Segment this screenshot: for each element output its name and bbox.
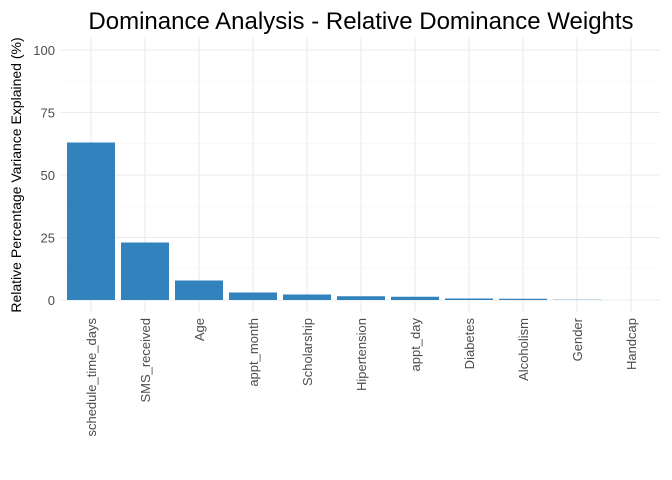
- bar-appt-day: [391, 296, 439, 300]
- bar-schedule-time-days: [67, 142, 115, 300]
- x-tick-label: appt_day: [408, 318, 423, 372]
- bar-sms-received: [121, 242, 169, 300]
- x-tick-label: Age: [192, 318, 207, 341]
- x-tick-labels: schedule_time_days SMS_received Age appt_mo…: [84, 317, 639, 436]
- bar-age: [175, 280, 223, 300]
- bar-hipertension: [337, 296, 385, 300]
- y-tick-label: 50: [41, 168, 55, 183]
- x-tick-label: Alcoholism: [516, 318, 531, 381]
- x-tick-label: schedule_time_days: [84, 318, 99, 437]
- chart-title: Dominance Analysis - Relative Dominance …: [88, 8, 633, 35]
- bars: [67, 142, 601, 300]
- y-tick-label: 0: [48, 293, 55, 308]
- bar-scholarship: [283, 294, 331, 300]
- y-tick-labels: 0 25 50 75 100: [33, 43, 55, 308]
- x-tick-label: appt_month: [246, 318, 261, 387]
- y-tick-label: 100: [33, 43, 55, 58]
- x-tick-label: Scholarship: [300, 318, 315, 386]
- bar-alcoholism: [499, 298, 547, 300]
- y-tick-label: 25: [41, 231, 55, 246]
- bar-diabetes: [445, 298, 493, 300]
- y-axis-label: Relative Percentage Variance Explained (…: [8, 37, 24, 312]
- x-tick-label: Gender: [570, 317, 585, 361]
- x-tick-label: Hipertension: [354, 318, 369, 391]
- x-tick-label: Diabetes: [462, 318, 477, 370]
- x-tick-label: SMS_received: [138, 318, 153, 403]
- x-tick-label: Handcap: [624, 318, 639, 370]
- bar-appt-month: [229, 292, 277, 300]
- y-tick-label: 75: [41, 106, 55, 121]
